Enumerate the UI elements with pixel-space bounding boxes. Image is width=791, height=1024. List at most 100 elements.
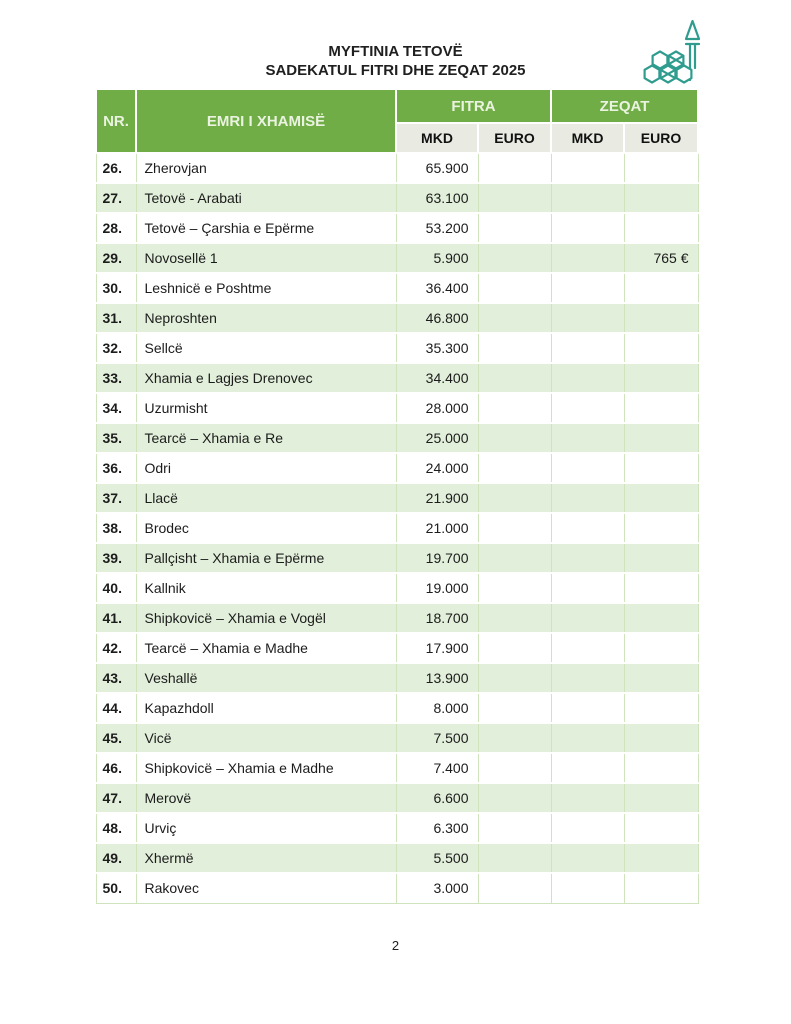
fitra-euro-value [477, 422, 552, 454]
row-number: 29. [95, 242, 137, 274]
zeqat-euro-value [623, 272, 699, 304]
table-row: 27. Tetovë - Arabati 63.100 [95, 182, 699, 214]
fitra-mkd-value: 21.900 [395, 482, 479, 514]
fitra-mkd-value: 35.300 [395, 332, 479, 364]
zeqat-mkd-value [550, 692, 625, 724]
col-header-zeqat-mkd: MKD [550, 122, 626, 154]
zeqat-mkd-value [550, 452, 625, 484]
document-title: MYFTINIA TETOVË SADEKATUL FITRI DHE ZEQA… [0, 42, 791, 80]
fitra-euro-value [477, 152, 552, 184]
row-number: 26. [95, 152, 137, 184]
mosque-name: Pallçisht – Xhamia e Epërme [135, 542, 397, 574]
mosque-name: Veshallë [135, 662, 397, 694]
fitra-mkd-value: 34.400 [395, 362, 479, 394]
row-number: 46. [95, 752, 137, 784]
mosque-name: Rakovec [135, 872, 397, 904]
zeqat-mkd-value [550, 332, 625, 364]
table-row: 26. Zherovjan 65.900 [95, 152, 699, 184]
zeqat-euro-value [623, 632, 699, 664]
zeqat-mkd-value [550, 542, 625, 574]
zeqat-mkd-value [550, 152, 625, 184]
fitra-euro-value [477, 452, 552, 484]
zeqat-mkd-value [550, 422, 625, 454]
fitra-euro-value [477, 602, 552, 634]
table-row: 37. Llacë 21.900 [95, 482, 699, 514]
zeqat-euro-value [623, 602, 699, 634]
fitra-zeqat-table: NR. EMRI I XHAMISË FITRA ZEQAT MKD EURO … [95, 88, 700, 904]
row-number: 31. [95, 302, 137, 334]
row-number: 48. [95, 812, 137, 844]
col-group-zeqat: ZEQAT [550, 88, 700, 124]
header-row-groups: NR. EMRI I XHAMISË FITRA ZEQAT [95, 88, 700, 154]
table-row: 48. Urviç 6.300 [95, 812, 699, 844]
zeqat-euro-value [623, 662, 699, 694]
mosque-name: Urviç [135, 812, 397, 844]
row-number: 44. [95, 692, 137, 724]
fitra-mkd-value: 7.500 [395, 722, 479, 754]
fitra-euro-value [477, 812, 552, 844]
table-row: 41. Shipkovicë – Xhamia e Vogël 18.700 [95, 602, 699, 634]
header-row-currencies: MKD EURO MKD EURO [96, 122, 700, 154]
zeqat-mkd-value [550, 212, 625, 244]
zeqat-euro-value [623, 752, 699, 784]
zeqat-euro-value [623, 842, 699, 874]
table-row: 46. Shipkovicë – Xhamia e Madhe 7.400 [95, 752, 699, 784]
fitra-mkd-value: 46.800 [395, 302, 479, 334]
zeqat-euro-value [623, 302, 699, 334]
fitra-mkd-value: 28.000 [395, 392, 479, 424]
row-number: 30. [95, 272, 137, 304]
fitra-euro-value [477, 542, 552, 574]
fitra-euro-value [477, 302, 552, 334]
row-number: 38. [95, 512, 137, 544]
table-row: 28. Tetovë – Çarshia e Epërme 53.200 [95, 212, 699, 244]
fitra-euro-value [477, 692, 552, 724]
fitra-euro-value [477, 392, 552, 424]
mosque-name: Merovë [135, 782, 397, 814]
zeqat-euro-value [623, 482, 699, 514]
fitra-mkd-value: 65.900 [395, 152, 479, 184]
zeqat-euro-value [623, 512, 699, 544]
zeqat-euro-value [623, 782, 699, 814]
col-group-fitra: FITRA [394, 88, 553, 124]
fitra-euro-value [477, 572, 552, 604]
zeqat-euro-value [623, 362, 699, 394]
fitra-euro-value [477, 842, 552, 874]
zeqat-euro-value [623, 872, 699, 904]
fitra-euro-value [477, 632, 552, 664]
zeqat-mkd-value [550, 632, 625, 664]
table-row: 49. Xhermë 5.500 [95, 842, 699, 874]
table-row: 33. Xhamia e Lagjes Drenovec 34.400 [95, 362, 699, 394]
fitra-euro-value [477, 242, 552, 274]
table-row: 32. Sellcë 35.300 [95, 332, 699, 364]
fitra-euro-value [477, 272, 552, 304]
fitra-euro-value [477, 362, 552, 394]
table-row: 30. Leshnicë e Poshtme 36.400 [95, 272, 699, 304]
row-number: 39. [95, 542, 137, 574]
table-row: 34. Uzurmisht 28.000 [95, 392, 699, 424]
mosque-name: Brodec [135, 512, 397, 544]
zeqat-mkd-value [550, 752, 625, 784]
zeqat-euro-value [623, 182, 699, 214]
zeqat-mkd-value [550, 722, 625, 754]
fitra-euro-value [477, 662, 552, 694]
zeqat-euro-value [623, 542, 699, 574]
fitra-mkd-value: 21.000 [395, 512, 479, 544]
row-number: 50. [95, 872, 137, 904]
zeqat-mkd-value [550, 662, 625, 694]
zeqat-mkd-value [550, 602, 625, 634]
mosque-name: Leshnicë e Poshtme [135, 272, 397, 304]
fitra-mkd-value: 19.700 [395, 542, 479, 574]
fitra-euro-value [477, 212, 552, 244]
zeqat-euro-value: 765 € [623, 242, 699, 274]
zeqat-euro-value [623, 392, 699, 424]
row-number: 34. [95, 392, 137, 424]
mosque-name: Tearcë – Xhamia e Madhe [135, 632, 397, 664]
fitra-mkd-value: 19.000 [395, 572, 479, 604]
col-header-nr: NR. [95, 88, 137, 154]
mosque-name: Shipkovicë – Xhamia e Vogël [135, 602, 397, 634]
fitra-mkd-value: 7.400 [395, 752, 479, 784]
fitra-mkd-value: 6.600 [395, 782, 479, 814]
table-row: 35. Tearcë – Xhamia e Re 25.000 [95, 422, 699, 454]
page-number: 2 [391, 938, 400, 953]
